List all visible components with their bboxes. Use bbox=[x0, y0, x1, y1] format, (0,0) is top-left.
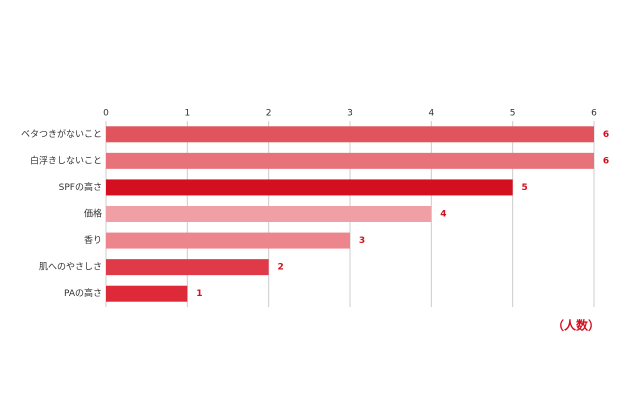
value-label: 6 bbox=[603, 156, 609, 166]
y-tick-label: ベタつきがないこと bbox=[21, 128, 102, 140]
value-label: 4 bbox=[440, 210, 446, 220]
x-tick-label: 1 bbox=[184, 109, 190, 119]
y-tick-label: 香り bbox=[84, 235, 102, 246]
bar bbox=[106, 126, 594, 143]
y-tick-label: SPFの高さ bbox=[59, 181, 102, 193]
x-tick-label: 3 bbox=[347, 109, 353, 119]
value-label: 2 bbox=[278, 263, 284, 273]
y-tick-label: 白浮きしないこと bbox=[30, 154, 102, 166]
value-label: 1 bbox=[196, 289, 202, 299]
bar bbox=[106, 285, 188, 302]
x-tick-label: 4 bbox=[428, 109, 434, 119]
bar bbox=[106, 259, 269, 276]
unit-label: （人数） bbox=[552, 318, 600, 333]
value-label: 6 bbox=[603, 130, 609, 140]
bar bbox=[106, 179, 513, 196]
x-tick-label: 2 bbox=[266, 109, 272, 119]
y-tick-label: 価格 bbox=[84, 208, 102, 220]
bar bbox=[106, 206, 432, 222]
value-label: 3 bbox=[359, 236, 365, 246]
x-tick-label: 5 bbox=[510, 109, 516, 119]
y-tick-label: 肌へのやさしさ bbox=[39, 262, 102, 273]
bar bbox=[106, 152, 594, 169]
value-label: 5 bbox=[522, 183, 528, 193]
bar bbox=[106, 232, 350, 249]
x-tick-label: 6 bbox=[591, 109, 597, 119]
y-tick-label: PAの高さ bbox=[64, 287, 102, 299]
x-tick-label: 0 bbox=[103, 109, 109, 119]
